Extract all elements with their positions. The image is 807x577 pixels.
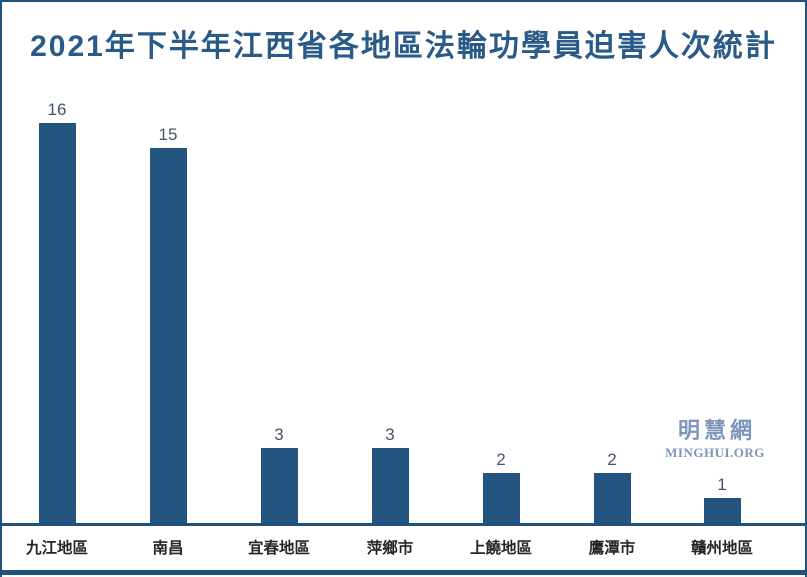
bar-贛州地區: [703, 498, 741, 523]
border-bottom-strip: [0, 570, 807, 575]
border-left: [0, 0, 2, 577]
watermark-latin-text: MINGHUI.ORG: [665, 445, 765, 460]
chart-title: 2021年下半年江西省各地區法輪功學員迫害人次統計: [30, 30, 777, 63]
x-axis-category-label: 上饒地區: [469, 540, 532, 557]
bar-九江地區: [38, 123, 76, 523]
x-axis-category-label: 贛州地區: [690, 540, 753, 557]
bar-鷹潭市: [593, 473, 631, 523]
watermark-cjk-text: 明慧網: [677, 418, 756, 443]
bar-南昌: [149, 148, 187, 523]
bar-value-label: 15: [158, 125, 178, 144]
bar-value-label: 3: [274, 425, 284, 444]
x-axis-line: [2, 523, 805, 526]
bar-value-label: 2: [607, 450, 617, 469]
bar-上饒地區: [482, 473, 520, 523]
x-axis-category-label: 鷹潭市: [588, 540, 636, 557]
x-axis-category-label: 萍鄉市: [366, 540, 414, 557]
x-axis-category-label: 宜春地區: [247, 540, 310, 557]
bar-value-label: 16: [47, 100, 67, 119]
bar-萍鄉市: [371, 448, 409, 523]
bar-宜春地區: [260, 448, 298, 523]
minghui-watermark: 明慧網 MINGHUI.ORG: [650, 418, 780, 460]
border-top: [0, 0, 807, 2]
x-axis-category-label: 南昌: [152, 540, 184, 557]
x-axis-category-label: 九江地區: [25, 540, 88, 557]
bar-value-label: 1: [717, 475, 727, 494]
bar-value-label: 3: [385, 425, 395, 444]
bar-value-label: 2: [496, 450, 506, 469]
border-right: [805, 0, 807, 577]
